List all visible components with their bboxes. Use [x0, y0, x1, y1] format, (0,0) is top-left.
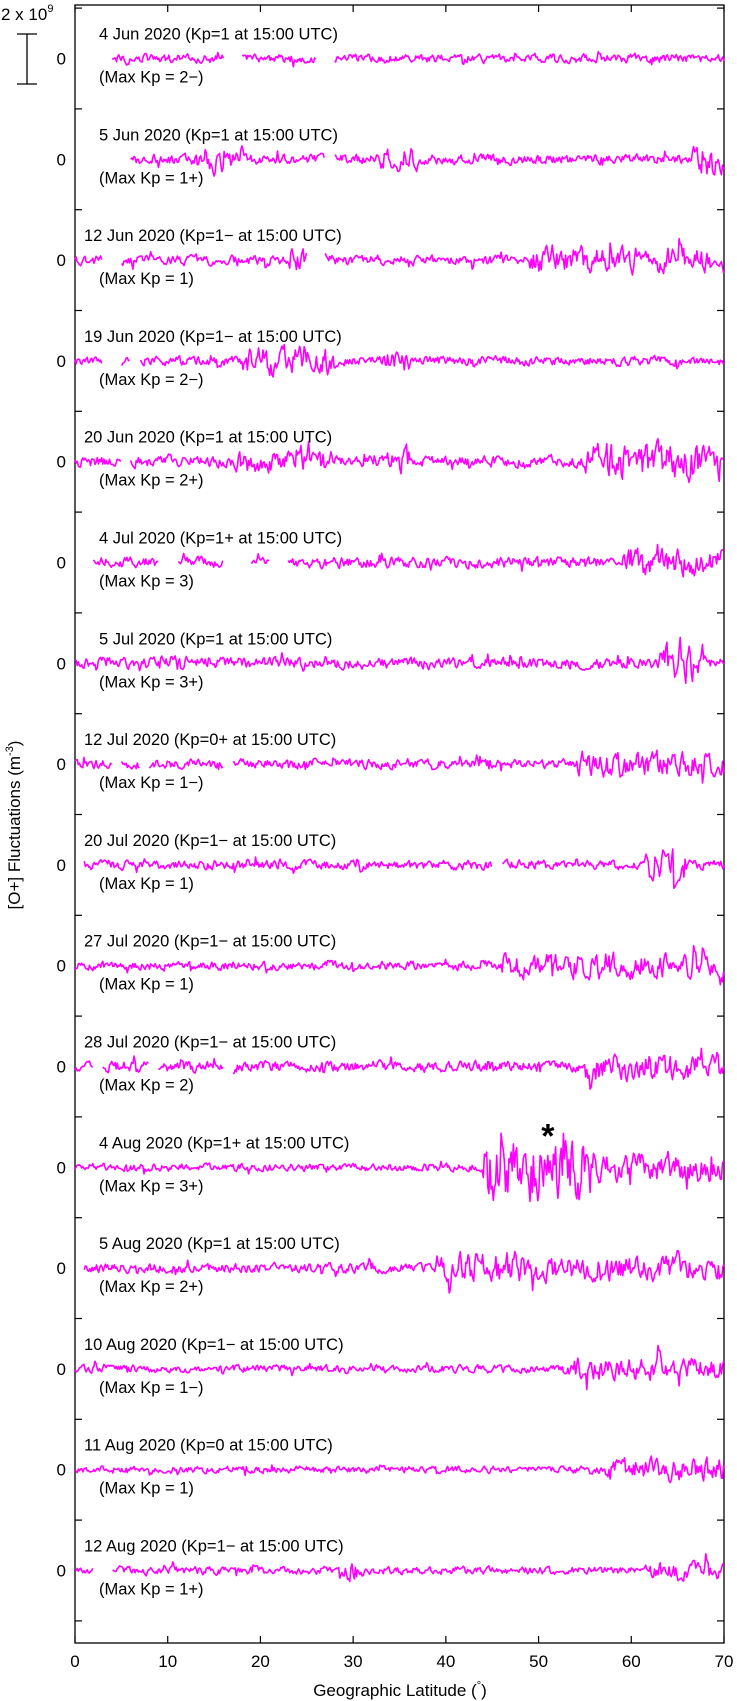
panel-max-kp: (Max Kp = 2+)	[99, 472, 204, 490]
panel-max-kp: (Max Kp = 2)	[99, 1077, 194, 1095]
panel-max-kp: (Max Kp = 1−)	[99, 774, 204, 792]
trace-line	[74, 343, 725, 378]
trace-line	[111, 50, 725, 68]
panel-title: 12 Aug 2020 (Kp=1− at 15:00 UTC)	[84, 1538, 344, 1556]
panel-max-kp: (Max Kp = 2−)	[99, 69, 204, 87]
trace-line	[83, 1249, 725, 1294]
zero-label: 0	[57, 1360, 66, 1379]
panel-max-kp: (Max Kp = 2−)	[99, 371, 204, 389]
zero-label: 0	[57, 251, 66, 270]
zero-label: 0	[57, 50, 66, 69]
panel-max-kp: (Max Kp = 2+)	[99, 1278, 204, 1296]
zero-label: 0	[57, 1058, 66, 1077]
zero-label: 0	[57, 1461, 66, 1480]
trace-line	[74, 1344, 725, 1391]
zero-label: 0	[57, 453, 66, 472]
panel-title: 12 Jun 2020 (Kp=1− at 15:00 UTC)	[84, 227, 342, 245]
x-tick-label: 20	[251, 1652, 270, 1671]
panel-title: 20 Jul 2020 (Kp=1− at 15:00 UTC)	[84, 832, 336, 850]
panel-title: 20 Jun 2020 (Kp=1 at 15:00 UTC)	[84, 429, 332, 447]
panel-max-kp: (Max Kp = 1+)	[99, 1581, 204, 1599]
x-tick-label: 70	[715, 1652, 734, 1671]
svg-text:2 x 109: 2 x 109	[1, 3, 53, 24]
panel-max-kp: (Max Kp = 3+)	[99, 1177, 204, 1195]
zero-label: 0	[57, 856, 66, 875]
x-tick-label: 10	[158, 1652, 177, 1671]
panel-max-kp: (Max Kp = 1−)	[99, 1379, 204, 1397]
panel-max-kp: (Max Kp = 3+)	[99, 673, 204, 691]
trace-line	[74, 636, 725, 684]
zero-label: 0	[57, 755, 66, 774]
plot-frame	[74, 4, 725, 1644]
scale-bar: 2 x 109	[1, 3, 53, 85]
trace-line	[83, 848, 725, 889]
panel-title: 12 Jul 2020 (Kp=0+ at 15:00 UTC)	[84, 731, 336, 749]
panel-max-kp: (Max Kp = 1)	[99, 875, 194, 893]
scale-bar-mantissa: 2 x 10	[1, 5, 47, 24]
trace-line	[74, 1132, 725, 1203]
x-tick-label: 60	[622, 1652, 641, 1671]
trace-line	[130, 145, 725, 177]
panel-title: 4 Jun 2020 (Kp=1 at 15:00 UTC)	[99, 26, 338, 44]
panel-title: 5 Jul 2020 (Kp=1 at 15:00 UTC)	[99, 630, 332, 648]
panel-labels: 0 4 Jun 2020 (Kp=1 at 15:00 UTC) (Max Kp =…	[57, 26, 350, 1599]
x-tick-label: 0	[70, 1652, 79, 1671]
zero-label: 0	[57, 554, 66, 573]
x-tick-label: 40	[436, 1652, 455, 1671]
zero-label: 0	[57, 654, 66, 673]
panel-title: 5 Aug 2020 (Kp=1 at 15:00 UTC)	[99, 1235, 340, 1253]
trace-line	[92, 543, 724, 578]
x-axis-label: Geographic Latitude (°)	[313, 1680, 487, 1700]
panel-title: 28 Jul 2020 (Kp=1− at 15:00 UTC)	[84, 1034, 336, 1052]
axis-ticks	[74, 5, 725, 1643]
panel-max-kp: (Max Kp = 1)	[99, 270, 194, 288]
panel-max-kp: (Max Kp = 1)	[99, 976, 194, 994]
zero-label: 0	[57, 1562, 66, 1581]
panel-title: 5 Jun 2020 (Kp=1 at 15:00 UTC)	[99, 126, 338, 144]
panel-title: 27 Jul 2020 (Kp=1− at 15:00 UTC)	[84, 933, 336, 951]
y-axis-label: [O+] Fluctuations (m-3)	[4, 741, 24, 910]
zero-label: 0	[57, 150, 66, 169]
x-tick-label: 30	[344, 1652, 363, 1671]
trace-line	[74, 1553, 725, 1583]
trace-line	[74, 1047, 725, 1090]
trace-line	[74, 749, 725, 784]
panel-max-kp: (Max Kp = 1)	[99, 1480, 194, 1498]
zero-label: 0	[57, 1259, 66, 1278]
zero-label: 0	[57, 957, 66, 976]
trace-line	[74, 944, 725, 986]
trace-line	[74, 237, 725, 276]
panel-max-kp: (Max Kp = 3)	[99, 573, 194, 591]
panel-title: 11 Aug 2020 (Kp=0 at 15:00 UTC)	[84, 1437, 333, 1455]
trace-line	[74, 437, 725, 484]
zero-label: 0	[57, 352, 66, 371]
panel-title: 19 Jun 2020 (Kp=1− at 15:00 UTC)	[84, 328, 342, 346]
zero-label: 0	[57, 1158, 66, 1177]
x-tick-labels: 0 10 20 30 40 50 60 70	[70, 1652, 733, 1671]
panel-title: 10 Aug 2020 (Kp=1− at 15:00 UTC)	[84, 1336, 344, 1354]
panel-max-kp: (Max Kp = 1+)	[99, 169, 204, 187]
traces	[74, 50, 725, 1583]
annotation-asterisk: *	[541, 1117, 555, 1155]
scale-bar-exponent: 9	[47, 3, 53, 15]
panel-title: 4 Jul 2020 (Kp=1+ at 15:00 UTC)	[99, 530, 342, 548]
panel-title: 4 Aug 2020 (Kp=1+ at 15:00 UTC)	[99, 1134, 349, 1152]
trace-line	[74, 1455, 725, 1484]
x-tick-label: 50	[529, 1652, 548, 1671]
